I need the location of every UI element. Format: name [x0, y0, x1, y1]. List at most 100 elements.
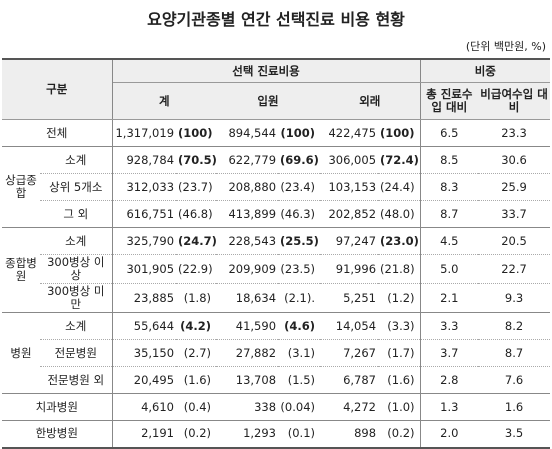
cell: 소계	[40, 146, 113, 174]
cell: (23.7)	[176, 173, 217, 201]
cell: 8.7	[420, 200, 479, 228]
cell: 상급종합	[2, 146, 40, 228]
cell: 228,543	[216, 227, 279, 255]
cell: 20,495	[112, 366, 177, 394]
cell: (72.4)	[378, 146, 421, 174]
cell: 103,153	[320, 173, 379, 201]
cell: (69.6)	[278, 146, 321, 174]
cell: 전체	[2, 119, 113, 147]
cell: 91,996	[320, 254, 379, 284]
cell: 7.6	[478, 366, 551, 394]
row: 300병상 이상 301,905 (22.9) 209,909 (23.5) 91,996…	[2, 254, 551, 284]
cell: 25.9	[478, 173, 551, 201]
table: 구분 선택 진료비용 비중 계 입원 외래 총 진료수입 대비 비급여수입 대비…	[2, 58, 551, 449]
cell: (46.8)	[176, 200, 217, 228]
cell: (1.6)	[176, 366, 217, 394]
row: 치과병원 4,610 (0.4) 338 (0.04) 4,272 (1.0) 1.3 1.6	[2, 393, 551, 421]
cell: 7,267	[320, 339, 379, 367]
cell: (70.5)	[176, 146, 217, 174]
cell: 338	[216, 393, 279, 421]
cell: 55,644	[112, 312, 177, 340]
cell: 33.7	[478, 200, 551, 228]
header-cell: 구분	[2, 59, 113, 120]
cell: (3.3)	[378, 312, 421, 340]
row: 전체 1,317,019 (100) 894,544 (100) 422,475 (100)…	[2, 119, 551, 147]
cell: 3.5	[478, 420, 551, 448]
cell: (1.6)	[378, 366, 421, 394]
cell: 1,317,019	[112, 119, 177, 147]
row: 그 외 616,751 (46.8) 413,899 (46.3) 202,852 (48.…	[2, 200, 551, 228]
cell: (24.7)	[176, 227, 217, 255]
cell: (1.7)	[378, 339, 421, 367]
cell: 3.7	[420, 339, 479, 367]
header-cell: 계	[112, 82, 217, 120]
cell: 상위 5개소	[40, 173, 113, 201]
header-cell: 총 진료수입 대비	[420, 82, 479, 120]
cell: 13,708	[216, 366, 279, 394]
cell: (100)	[378, 119, 421, 147]
cell: 300병상 미만	[40, 283, 113, 313]
cell: 그 외	[40, 200, 113, 228]
cell: 4,272	[320, 393, 379, 421]
cell: 622,779	[216, 146, 279, 174]
row: 한방병원 2,191 (0.2) 1,293 (0.1) 898 (0.2) 2.0 3.5	[2, 420, 551, 448]
cell: 208,880	[216, 173, 279, 201]
cell: 928,784	[112, 146, 177, 174]
cell: (1.5)	[278, 366, 321, 394]
cell: (24.4)	[378, 173, 421, 201]
cell: 413,899	[216, 200, 279, 228]
cell: 소계	[40, 227, 113, 255]
cell: (23.4)	[278, 173, 321, 201]
row: 상급종합 소계 928,784 (70.5) 622,779 (69.6) 306,005(…	[2, 146, 551, 228]
cell: 전문병원	[40, 339, 113, 367]
cell: (0.04)	[278, 393, 321, 421]
cell: 8.2	[478, 312, 551, 340]
cell: (25.5)	[278, 227, 321, 255]
cell: (4.6)	[278, 312, 321, 340]
cell: (46.3)	[278, 200, 321, 228]
cell: 1,293	[216, 420, 279, 448]
cell: 202,852	[320, 200, 379, 228]
cell: 6.5	[420, 119, 479, 147]
cell: 27,882	[216, 339, 279, 367]
cell: (23.0)	[378, 227, 421, 255]
row: 상위 5개소 312,033 (23.7) 208,880 (23.4) 103,153(…	[2, 173, 551, 201]
cell: 422,475	[320, 119, 379, 147]
cell: 4,610	[112, 393, 177, 421]
title: 요양기관종별 연간 선택진료 비용 현황	[147, 10, 405, 29]
cell: 8.3	[420, 173, 479, 201]
cell: (0.1)	[278, 420, 321, 448]
cell: 23,885	[112, 283, 177, 313]
cell: (0.2)	[378, 420, 421, 448]
cell: 2.8	[420, 366, 479, 394]
header-cell: 외래	[320, 82, 421, 120]
cell: 9.3	[478, 283, 551, 313]
cell: (2.7)	[176, 339, 217, 367]
cell: 301,905	[112, 254, 177, 284]
cell: 616,751	[112, 200, 177, 228]
cell: 전문병원 외	[40, 366, 113, 394]
cell: (3.1)	[278, 339, 321, 367]
cell: (0.2)	[176, 420, 217, 448]
table-body: 전체 1,317,019 (100) 894,544 (100) 422,475 (100)…	[2, 119, 551, 448]
cell: 41,590	[216, 312, 279, 340]
cell: 한방병원	[2, 420, 113, 448]
row: 병원 소계 55,644 (4.2) 41,590 (4.6) 14,054 (3.3) 3.3…	[2, 312, 551, 394]
cell: 4.5	[420, 227, 479, 255]
cell: 소계	[40, 312, 113, 340]
cell: 2.1	[420, 283, 479, 313]
unit-note: (단위 백만원, %)	[465, 40, 546, 53]
cell: 894,544	[216, 119, 279, 147]
cell: 312,033	[112, 173, 177, 201]
cell: 5.0	[420, 254, 479, 284]
cell: 30.6	[478, 146, 551, 174]
cell: 3.3	[420, 312, 479, 340]
cell: (23.5)	[278, 254, 321, 284]
cell: (21.8)	[378, 254, 421, 284]
cell: 8.7	[478, 339, 551, 367]
cell: 35,150	[112, 339, 177, 367]
cell: (0.4)	[176, 393, 217, 421]
cell: 22.7	[478, 254, 551, 284]
cell: 300병상 이상	[40, 254, 113, 284]
